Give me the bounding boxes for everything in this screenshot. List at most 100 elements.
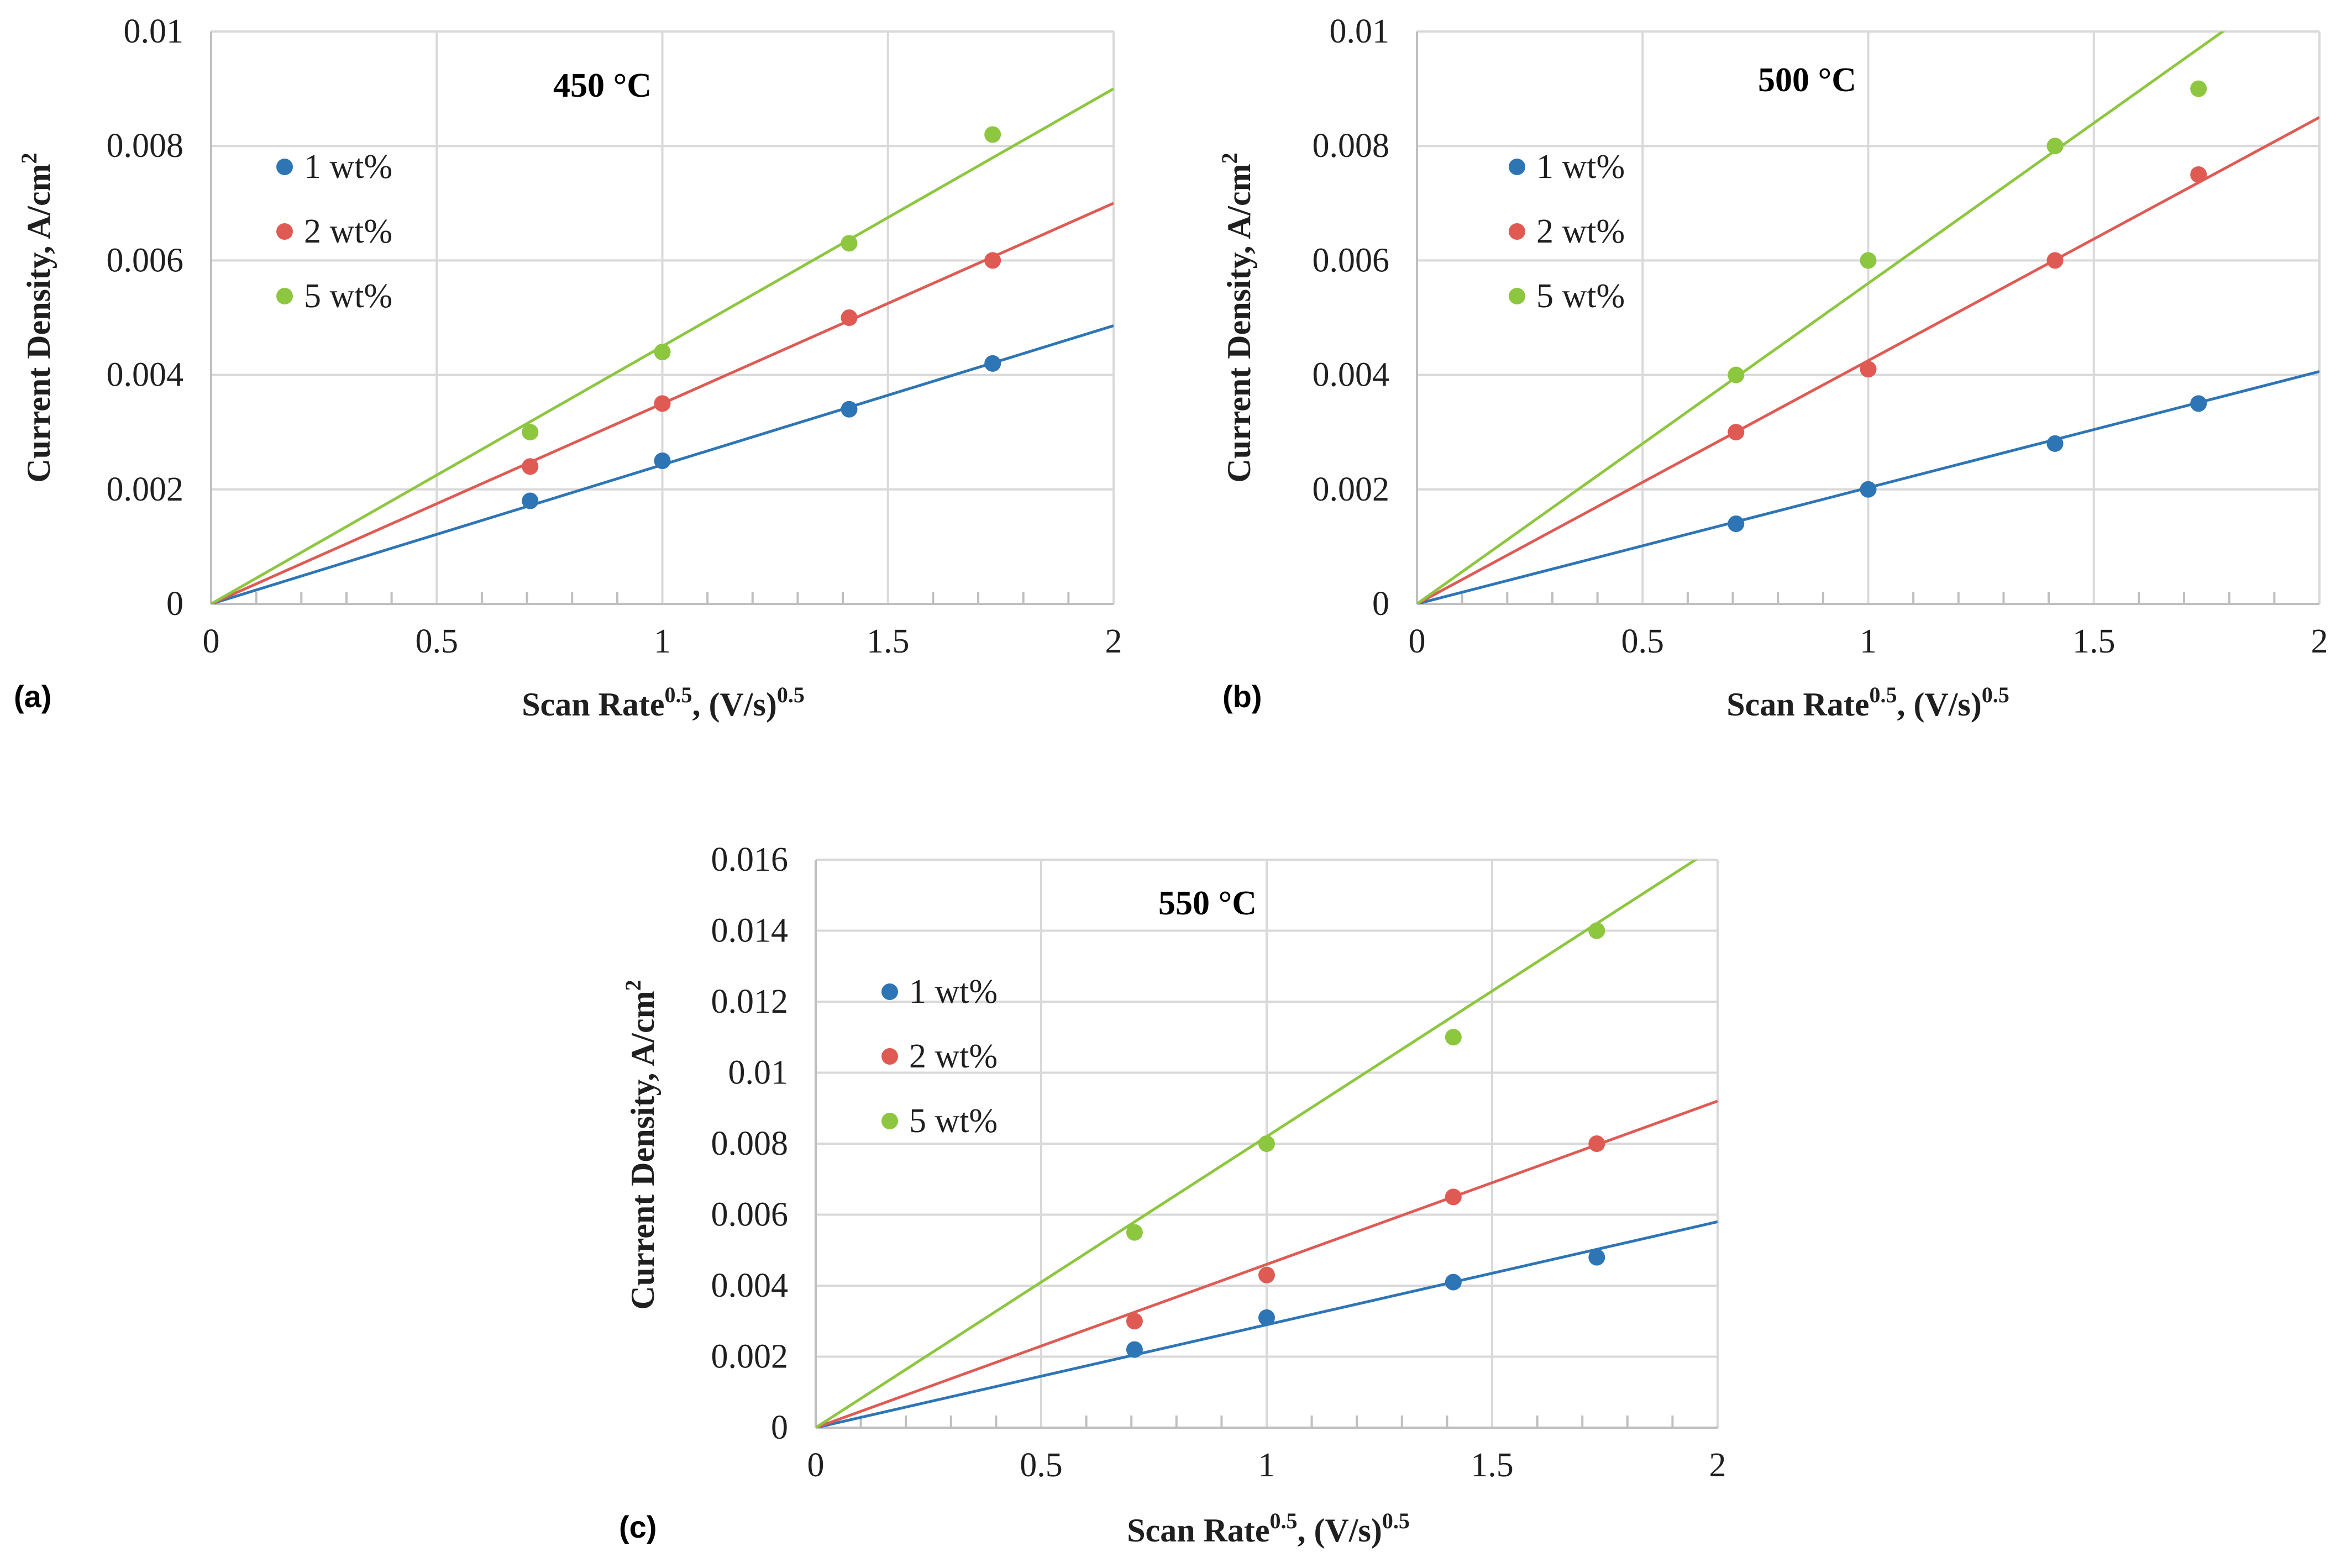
x-tick-label: 1 <box>1860 623 1877 660</box>
x-tick-label: 1 <box>654 623 671 660</box>
data-point-5wt <box>1588 922 1605 939</box>
x-tick-label: 2 <box>1105 623 1122 660</box>
data-point-5wt <box>654 344 671 361</box>
legend-marker <box>276 159 293 175</box>
trendline-2wt <box>816 1099 1718 1428</box>
data-point-5wt <box>2190 80 2207 97</box>
data-point-5wt <box>984 126 1001 143</box>
y-tick-label: 0.002 <box>107 471 184 508</box>
panel-label: (b) <box>1222 679 1262 714</box>
data-point-1wt <box>1445 1274 1462 1291</box>
legend: 1 wt% 2 wt% 5 wt% <box>881 973 998 1140</box>
legend-entry: 2 wt% <box>1536 213 1625 250</box>
data-point-5wt <box>1445 1029 1462 1046</box>
data-point-2wt <box>1126 1313 1143 1330</box>
legend-marker <box>881 1048 898 1065</box>
x-axis-label: Scan Rate0.5, (V/s)0.5 <box>1726 682 2009 723</box>
x-tick-label: 0 <box>807 1446 825 1484</box>
legend-marker <box>881 1113 898 1129</box>
y-tick-label: 0.008 <box>107 127 184 165</box>
legend-entry: 2 wt% <box>304 213 392 250</box>
legend-entry: 5 wt% <box>909 1102 998 1140</box>
y-axis-label: Current Density, A/cm2 <box>621 980 661 1309</box>
legend-entry: 1 wt% <box>909 973 998 1011</box>
data-point-5wt <box>2046 138 2064 155</box>
x-tick-label: 2 <box>2311 623 2328 660</box>
y-tick-label: 0 <box>166 585 183 623</box>
data-point-1wt <box>1860 481 1877 498</box>
legend-marker <box>276 223 293 240</box>
x-tick-label: 0.5 <box>1621 623 1665 660</box>
x-tick-label: 1.5 <box>867 623 910 660</box>
legend-entry: 2 wt% <box>909 1038 998 1075</box>
data-point-5wt <box>1258 1135 1275 1152</box>
data-point-2wt <box>841 309 858 326</box>
chart-title: 550 °C <box>1158 885 1257 922</box>
data-point-1wt <box>654 452 671 469</box>
y-tick-label: 0.006 <box>1313 241 1390 279</box>
legend-entry: 1 wt% <box>1536 148 1625 186</box>
legend-marker <box>1509 223 1525 240</box>
y-tick-label: 0.004 <box>1313 356 1390 394</box>
y-tick-label: 0.006 <box>711 1196 789 1234</box>
legend: 1 wt% 2 wt% 5 wt% <box>1509 148 1625 315</box>
data-point-5wt <box>1126 1224 1143 1241</box>
x-tick-label: 1.5 <box>1471 1446 1514 1484</box>
data-point-1wt <box>1258 1309 1275 1326</box>
chart-panel-1: 0 0.5 1 1.5 2 0 0.002 0.004 0.006 0.008 0.01 450 °C… <box>14 13 1122 723</box>
data-point-1wt <box>522 492 539 509</box>
legend-entry: 5 wt% <box>1536 277 1625 315</box>
chart-title: 500 °C <box>1758 61 1856 99</box>
legend-marker <box>1509 159 1525 175</box>
y-tick-label: 0 <box>771 1409 788 1446</box>
legend-entry: 1 wt% <box>304 148 392 186</box>
y-tick-label: 0.006 <box>107 241 184 279</box>
x-tick-label: 0 <box>203 623 220 660</box>
y-tick-label: 0.008 <box>711 1125 789 1162</box>
legend-marker <box>881 983 898 1000</box>
data-point-2wt <box>984 252 1001 269</box>
x-axis-label: Scan Rate0.5, (V/s)0.5 <box>1127 1508 1410 1549</box>
data-point-1wt <box>841 401 858 418</box>
data-point-5wt <box>1860 252 1877 269</box>
y-tick-label: 0.016 <box>711 841 789 878</box>
data-point-1wt <box>2190 395 2207 412</box>
chart-panel-3: 0 0.5 1 1.5 2 0 0.002 0.004 0.006 0.008 0.01 0.012 0… <box>619 841 1726 1549</box>
data-point-2wt <box>1860 361 1877 378</box>
y-tick-label: 0.002 <box>1313 471 1390 508</box>
y-tick-label: 0.004 <box>107 356 184 394</box>
panel-label: (c) <box>619 1509 657 1544</box>
legend-marker <box>276 288 293 304</box>
data-point-2wt <box>1728 424 1745 441</box>
data-point-2wt <box>654 395 671 412</box>
data-point-1wt <box>1728 515 1745 532</box>
y-axis-label: Current Density, A/cm2 <box>1217 152 1257 482</box>
panel-label: (a) <box>14 679 51 714</box>
y-tick-label: 0.01 <box>1330 13 1390 50</box>
y-tick-label: 0.012 <box>711 983 789 1020</box>
chart-title: 450 °C <box>553 67 652 104</box>
trendline-5wt <box>1417 31 2225 604</box>
legend: 1 wt% 2 wt% 5 wt% <box>276 148 392 315</box>
data-point-2wt <box>1588 1135 1605 1152</box>
y-axis-label: Current Density, A/cm2 <box>17 152 57 482</box>
data-point-2wt <box>1445 1188 1462 1206</box>
data-point-1wt <box>1588 1249 1605 1266</box>
x-tick-label: 0.5 <box>416 623 459 660</box>
data-point-5wt <box>841 235 858 252</box>
x-tick-label: 1.5 <box>2072 623 2116 660</box>
x-tick-label: 1 <box>1258 1446 1276 1484</box>
data-point-2wt <box>2046 252 2064 269</box>
data-point-5wt <box>522 424 539 441</box>
y-tick-label: 0.004 <box>711 1267 789 1304</box>
data-point-1wt <box>2046 435 2064 452</box>
y-tick-label: 0.008 <box>1313 127 1390 165</box>
trendline-2wt <box>1417 116 2319 604</box>
data-point-5wt <box>1728 366 1745 383</box>
data-point-2wt <box>522 458 539 475</box>
data-point-2wt <box>1258 1266 1275 1283</box>
data-point-1wt <box>984 355 1001 372</box>
x-tick-label: 0 <box>1409 623 1426 660</box>
y-tick-label: 0.014 <box>711 912 789 950</box>
